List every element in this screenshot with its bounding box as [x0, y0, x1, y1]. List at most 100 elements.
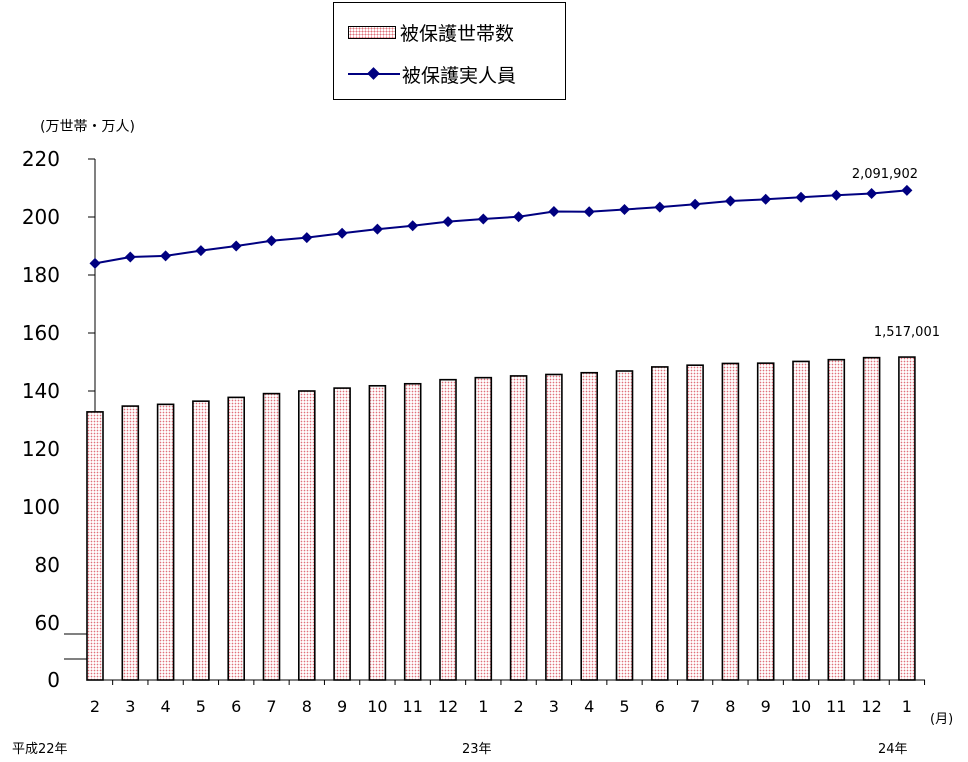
point-persons — [654, 201, 666, 213]
x-tick-label: 3 — [549, 697, 559, 716]
bar-households — [580, 371, 599, 681]
x-tick-label: 7 — [690, 697, 700, 716]
point-persons — [230, 240, 242, 252]
x-tick-label: 4 — [584, 697, 594, 716]
legend-item-households: 被保護世帯数 — [348, 17, 514, 47]
x-tick-label: 11 — [826, 697, 846, 716]
point-persons — [442, 216, 454, 228]
point-persons — [336, 227, 348, 239]
bar-households — [615, 370, 634, 681]
x-tick-label: 12 — [861, 697, 881, 716]
bar-households — [156, 403, 175, 681]
x-tick-label: 2 — [90, 697, 100, 716]
bar-households — [898, 356, 916, 681]
y-tick-label: 60 — [35, 611, 60, 635]
bar-households — [756, 362, 775, 681]
point-persons — [301, 232, 313, 244]
legend: 被保護世帯数 被保護実人員 — [333, 2, 566, 100]
bar-households — [827, 358, 846, 681]
x-tick-label: 1 — [902, 697, 912, 716]
bar-households — [474, 376, 493, 681]
y-axis-unit-label: (万世帯・万人) — [40, 119, 135, 135]
point-persons — [371, 223, 383, 235]
point-persons — [477, 213, 489, 225]
bar-households — [368, 384, 387, 681]
annotation-persons-last: 2,091,902 — [852, 167, 918, 182]
era-label-h23: 23年 — [462, 742, 492, 757]
era-label-h24: 24年 — [878, 742, 908, 757]
x-tick-label: 6 — [655, 697, 665, 716]
point-persons — [795, 191, 807, 203]
point-persons — [407, 220, 419, 232]
x-tick-label: 11 — [403, 697, 423, 716]
bar-households — [650, 366, 669, 681]
line-marker-swatch-icon — [348, 67, 400, 81]
point-persons — [724, 195, 736, 207]
bar-households — [686, 364, 704, 681]
point-persons — [548, 205, 560, 217]
bar-households — [403, 382, 422, 681]
bar-households — [509, 375, 528, 681]
point-persons — [195, 245, 207, 257]
x-tick-label: 10 — [791, 697, 811, 716]
point-persons — [89, 257, 101, 269]
point-persons — [619, 203, 630, 215]
legend-households-label: 被保護世帯数 — [400, 22, 515, 45]
bar-households — [297, 390, 316, 681]
line-persons — [94, 189, 907, 265]
point-persons — [901, 184, 913, 196]
point-persons — [866, 188, 878, 200]
bar-households — [862, 356, 881, 681]
line-series — [89, 184, 913, 269]
x-tick-label: 5 — [619, 697, 629, 716]
point-persons — [760, 193, 772, 205]
x-tick-label: 10 — [367, 697, 387, 716]
y-tick-label: 100 — [22, 495, 60, 519]
y-tick-label: 80 — [35, 553, 60, 577]
x-tick-label: 6 — [231, 697, 241, 716]
bar-households — [545, 373, 563, 681]
point-persons — [689, 198, 701, 210]
y-tick-label: 200 — [22, 205, 60, 229]
point-persons — [830, 189, 842, 201]
point-persons — [124, 251, 136, 263]
x-tick-label: 2 — [514, 697, 524, 716]
y-tick-label: 120 — [22, 437, 60, 461]
x-tick-label: 3 — [125, 697, 135, 716]
bar-households — [721, 362, 740, 681]
point-persons — [583, 206, 595, 218]
point-persons — [513, 211, 525, 223]
y-tick-label: 180 — [22, 263, 60, 287]
x-axis-unit-label: (月) — [930, 712, 954, 727]
era-label-h22: 平成22年 — [12, 742, 68, 757]
bar-households — [86, 411, 104, 681]
y-tick-label: 160 — [22, 321, 60, 345]
legend-item-persons: 被保護実人員 — [348, 59, 516, 89]
point-persons — [266, 235, 277, 247]
y-tick-label: 220 — [22, 147, 60, 171]
x-tick-label: 12 — [438, 697, 458, 716]
x-tick-label: 1 — [478, 697, 488, 716]
bar-households — [333, 387, 351, 681]
x-tick-label: 7 — [266, 697, 276, 716]
x-tick-label: 4 — [161, 697, 171, 716]
x-tick-label: 9 — [761, 697, 771, 716]
x-tick-label: 5 — [196, 697, 206, 716]
x-tick-label: 8 — [725, 697, 735, 716]
y-tick-label: 140 — [22, 379, 60, 403]
bar-households — [192, 400, 210, 681]
x-tick-label: 8 — [302, 697, 312, 716]
bar-swatch-icon — [348, 25, 396, 39]
legend-persons-label: 被保護実人員 — [402, 64, 517, 87]
annotation-households-last: 1,517,001 — [874, 325, 940, 340]
bar-households — [439, 378, 457, 681]
bar-households — [121, 405, 140, 681]
bar-households — [262, 392, 281, 681]
x-tick-label: 9 — [337, 697, 347, 716]
y-tick-label: 0 — [47, 668, 60, 692]
bar-series — [86, 356, 916, 681]
bar-households — [792, 360, 810, 681]
bar-households — [227, 396, 245, 681]
